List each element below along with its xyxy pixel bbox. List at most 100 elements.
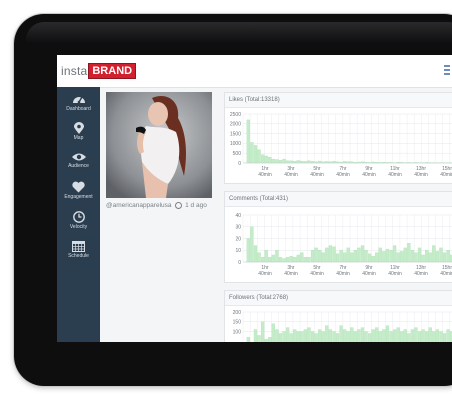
app-screen: insta BRAND Dashboard Map Audience Engag… (57, 55, 452, 342)
bar (289, 160, 293, 164)
bar (335, 253, 340, 263)
bar (400, 331, 404, 342)
y-tick-label: 2000 (230, 122, 241, 128)
main-content: @americanapparelusa 1 d ago Likes (Total… (100, 87, 452, 342)
clock-icon (72, 211, 85, 223)
post-username[interactable]: @americanapparelusa (106, 202, 172, 210)
bar (253, 245, 258, 263)
chart-title: Likes (Total:13318) (225, 93, 452, 108)
x-tick-label: 5hr (313, 265, 321, 271)
dashboard-icon (72, 96, 85, 104)
sidebar-item-label: Audience (68, 163, 89, 169)
y-tick-label: 200 (233, 310, 242, 316)
app-logo[interactable]: insta BRAND (61, 62, 137, 79)
sidebar-item-schedule[interactable]: Schedule (57, 240, 100, 268)
followers-chart: 200 150 100 (233, 310, 452, 342)
bar (350, 252, 354, 263)
bar (275, 329, 279, 342)
bar (435, 329, 440, 342)
x-tick-label: 1hr (261, 265, 269, 271)
bar (296, 160, 300, 164)
x-tick-label: 9hr (365, 265, 373, 271)
bar (257, 149, 261, 164)
sidebar-item-audience[interactable]: Audience (57, 152, 100, 180)
sidebar-item-label: Schedule (68, 253, 89, 259)
bar (425, 331, 429, 342)
bar (253, 145, 258, 164)
bar (264, 250, 268, 263)
bar (442, 333, 447, 342)
sidebar-item-engagement[interactable]: Engagement (57, 181, 100, 209)
bar (389, 250, 393, 263)
bar (357, 247, 361, 263)
bar (432, 245, 436, 263)
bar (285, 327, 290, 342)
x-tick-label: 40min (388, 172, 402, 178)
y-tick-label: 500 (233, 151, 242, 157)
bar (425, 250, 429, 263)
bar (253, 329, 258, 342)
bar (303, 329, 308, 342)
sidebar-item-map[interactable]: Map (57, 122, 100, 150)
bar (328, 329, 333, 342)
x-tick-label: 1hr (261, 166, 269, 172)
menu-icon[interactable] (444, 65, 450, 75)
x-tick-label: 13hr (416, 166, 426, 172)
x-tick-label: 40min (362, 172, 376, 178)
bar (396, 252, 400, 263)
followers-panel: Followers (Total:2768) 200 150 100 (224, 290, 452, 342)
bar (260, 257, 265, 263)
bar (392, 329, 397, 342)
x-tick-label: 40min (414, 271, 428, 277)
y-tick-label: 40 (235, 213, 241, 219)
chart-title: Comments (Total:431) (225, 192, 452, 207)
x-tick-label: 40min (258, 172, 272, 178)
map-pin-icon (73, 122, 84, 134)
bar (378, 247, 382, 263)
bar (289, 333, 293, 342)
x-tick-label: 11hr (390, 166, 400, 172)
bar (303, 257, 308, 263)
bar (289, 255, 293, 263)
bar (375, 252, 379, 263)
bar (346, 331, 350, 342)
top-bar: insta BRAND (57, 55, 452, 88)
x-tick-label: 13hr (416, 265, 426, 271)
y-tick-label: 100 (233, 329, 242, 335)
x-tick-label: 40min (336, 172, 350, 178)
logo-text: insta (61, 63, 88, 78)
x-tick-label: 40min (440, 271, 452, 277)
sidebar-item-velocity[interactable]: Velocity (57, 211, 100, 239)
bar (360, 327, 365, 342)
bar (375, 327, 379, 342)
bar (435, 251, 440, 263)
comments-chart: 4030201001hr40min3hr40min5hr40min7hr40mi… (235, 213, 452, 277)
x-tick-label: 40min (310, 172, 324, 178)
bar (392, 245, 397, 263)
sidebar-item-dashboard[interactable]: Dashboard (57, 93, 100, 121)
bar (271, 323, 275, 342)
bar (428, 252, 432, 263)
bar (350, 327, 354, 342)
bar (260, 321, 265, 342)
bar (353, 331, 357, 342)
bar (246, 337, 250, 342)
bar (414, 252, 418, 263)
post-photo[interactable] (106, 92, 212, 198)
bar (339, 250, 343, 263)
bar (335, 333, 340, 342)
sidebar-item-label: Velocity (69, 224, 88, 230)
bar (271, 158, 275, 164)
x-tick-label: 5hr (313, 166, 321, 172)
sidebar-item-label: Dashboard (66, 106, 91, 112)
bar (346, 247, 350, 263)
bar (410, 329, 415, 342)
bar (285, 257, 290, 263)
y-tick-label: 20 (235, 236, 241, 242)
eye-icon (71, 153, 86, 161)
x-tick-label: 9hr (365, 166, 373, 172)
bar (325, 325, 329, 342)
bar (364, 250, 368, 263)
x-tick-label: 40min (258, 271, 272, 277)
likes-panel: Likes (Total:13318) 2500 2000 1500 1000 500 0… (224, 92, 452, 184)
